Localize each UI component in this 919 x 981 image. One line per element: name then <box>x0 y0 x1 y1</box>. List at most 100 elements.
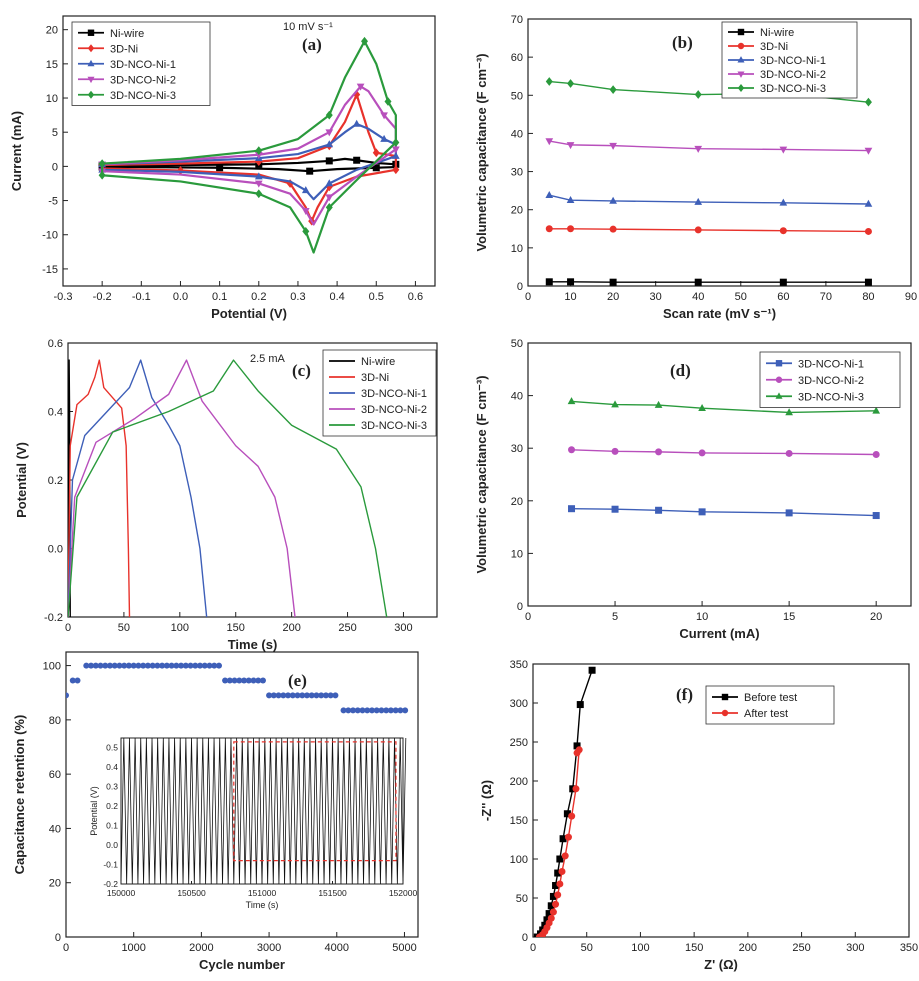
x-tick-label: 20 <box>870 611 882 623</box>
data-point <box>325 157 333 165</box>
data-point <box>549 908 557 916</box>
inset-chart: 150000 150500 151000 151500 152000 -0.2 -0.1 0.… <box>89 737 418 910</box>
y-tick-label: 0 <box>522 932 528 944</box>
inset-x-tick-label: 151000 <box>248 888 277 898</box>
y-tick-label: 10 <box>511 548 523 560</box>
x-tick-label: 90 <box>905 291 917 303</box>
inset-y-tick-label: 0.4 <box>106 762 118 772</box>
x-tick-label: 0.4 <box>329 291 344 303</box>
x-axis-title: Current (mA) <box>679 626 759 641</box>
y-tick-label: -10 <box>42 230 58 242</box>
data-point <box>563 810 571 818</box>
x-axis-title: Z' (Ω) <box>704 957 738 972</box>
data-point <box>654 400 663 408</box>
x-tick-label: 5000 <box>392 942 416 954</box>
inset-x-tick-label: 150500 <box>177 888 206 898</box>
legend-swatch-marker <box>737 28 745 36</box>
data-point <box>391 151 400 159</box>
x-tick-label: 10 <box>564 291 576 303</box>
y-tick-label: 100 <box>43 661 61 673</box>
data-point <box>97 662 104 669</box>
y-tick-label: 50 <box>511 338 523 350</box>
data-point <box>779 278 787 286</box>
data-point <box>322 692 329 699</box>
data-point <box>392 707 399 714</box>
y-tick-label: -0.2 <box>44 612 63 624</box>
y-tick-label: 0 <box>517 601 523 613</box>
data-point <box>694 90 702 99</box>
x-tick-label: 250 <box>792 942 810 954</box>
data-point <box>698 508 706 516</box>
data-point <box>270 692 277 699</box>
legend: Before test After test <box>705 685 835 725</box>
y-tick-label: 40 <box>49 823 61 835</box>
x-axis-title: Time (s) <box>228 637 278 652</box>
chart-panel-5: 0 1000 2000 3000 4000 5000 0 20 40 60 80 100 Cycle n… <box>12 651 419 972</box>
x-tick-label: 80 <box>862 291 874 303</box>
inset-x-tick-label: 152000 <box>389 888 418 898</box>
y-axis-title: Volumetric capacitance (F cm⁻³) <box>474 375 489 573</box>
data-point <box>397 707 404 714</box>
data-point <box>107 662 113 669</box>
legend-entry: 3D-Ni <box>110 43 138 55</box>
data-point <box>140 662 147 669</box>
data-point <box>325 203 333 212</box>
data-point <box>872 512 880 520</box>
x-tick-label: 4000 <box>325 942 349 954</box>
legend-swatch-marker <box>737 84 745 92</box>
inset-x-tick-label: 151500 <box>318 888 347 898</box>
series-line <box>68 359 208 617</box>
data-point <box>372 164 380 172</box>
y-axis-title: Potential (V) <box>14 442 29 518</box>
data-point <box>698 404 706 412</box>
x-tick-label: 150 <box>685 942 703 954</box>
y-tick-label: 20 <box>511 496 523 508</box>
y-tick-label: 150 <box>510 815 528 827</box>
legend-swatch-marker <box>87 76 95 84</box>
series-line <box>68 359 296 617</box>
data-point <box>102 662 109 669</box>
data-point <box>545 191 554 199</box>
series-line <box>68 359 388 617</box>
legend-swatch-marker <box>87 59 95 67</box>
chart-panel-3: 0 50 100 150 200 250 300 -0.2 0.0 0.2 0.4 0.6 Time (… <box>14 338 438 652</box>
data-point <box>173 662 180 669</box>
data-point <box>340 707 347 714</box>
legend-box <box>705 685 835 725</box>
y-tick-label: 40 <box>511 128 523 140</box>
data-point <box>573 742 581 750</box>
data-point <box>354 707 361 714</box>
chart-annotation: 2.5 mA <box>250 353 286 365</box>
data-point <box>192 662 199 669</box>
x-axis-title: Cycle number <box>199 957 285 972</box>
data-point <box>255 677 262 684</box>
data-layer <box>533 666 596 937</box>
data-point <box>301 208 310 216</box>
chart-panel-6: 0 50 100 150 200 250 300 350 0 50 100 150 200 250 300 3… <box>479 659 918 972</box>
y-tick-label: 0 <box>55 932 61 944</box>
legend: Ni-wire 3D-Ni 3D-NCO-Ni-1 3D-NCO-Ni-2 3D-NCO… <box>71 21 211 106</box>
data-point <box>609 225 617 233</box>
data-point <box>556 855 564 863</box>
legend-swatch-marker <box>775 360 783 367</box>
data-point <box>356 83 365 91</box>
data-point <box>325 110 333 120</box>
y-tick-label: 50 <box>516 893 528 905</box>
x-tick-label: 1000 <box>121 942 145 954</box>
x-tick-label: -0.1 <box>132 291 151 303</box>
inset-charge-discharge-curve <box>120 737 407 885</box>
y-tick-label: 70 <box>511 14 523 26</box>
legend-swatch-marker <box>737 42 745 50</box>
data-point <box>785 509 793 517</box>
inset-y-tick-label: 0.5 <box>106 743 118 753</box>
data-point <box>391 146 400 154</box>
data-point <box>402 707 409 714</box>
x-tick-label: 200 <box>739 942 757 954</box>
legend-swatch-marker <box>737 56 745 63</box>
chart-panel-4: 0 5 10 15 20 0 10 20 30 40 50 Current (mA) Volumetri… <box>474 338 912 641</box>
data-point <box>332 692 339 699</box>
panel-label: (a) <box>302 35 322 54</box>
x-tick-label: 0.1 <box>212 291 227 303</box>
data-point <box>872 451 880 459</box>
data-point <box>168 662 175 669</box>
